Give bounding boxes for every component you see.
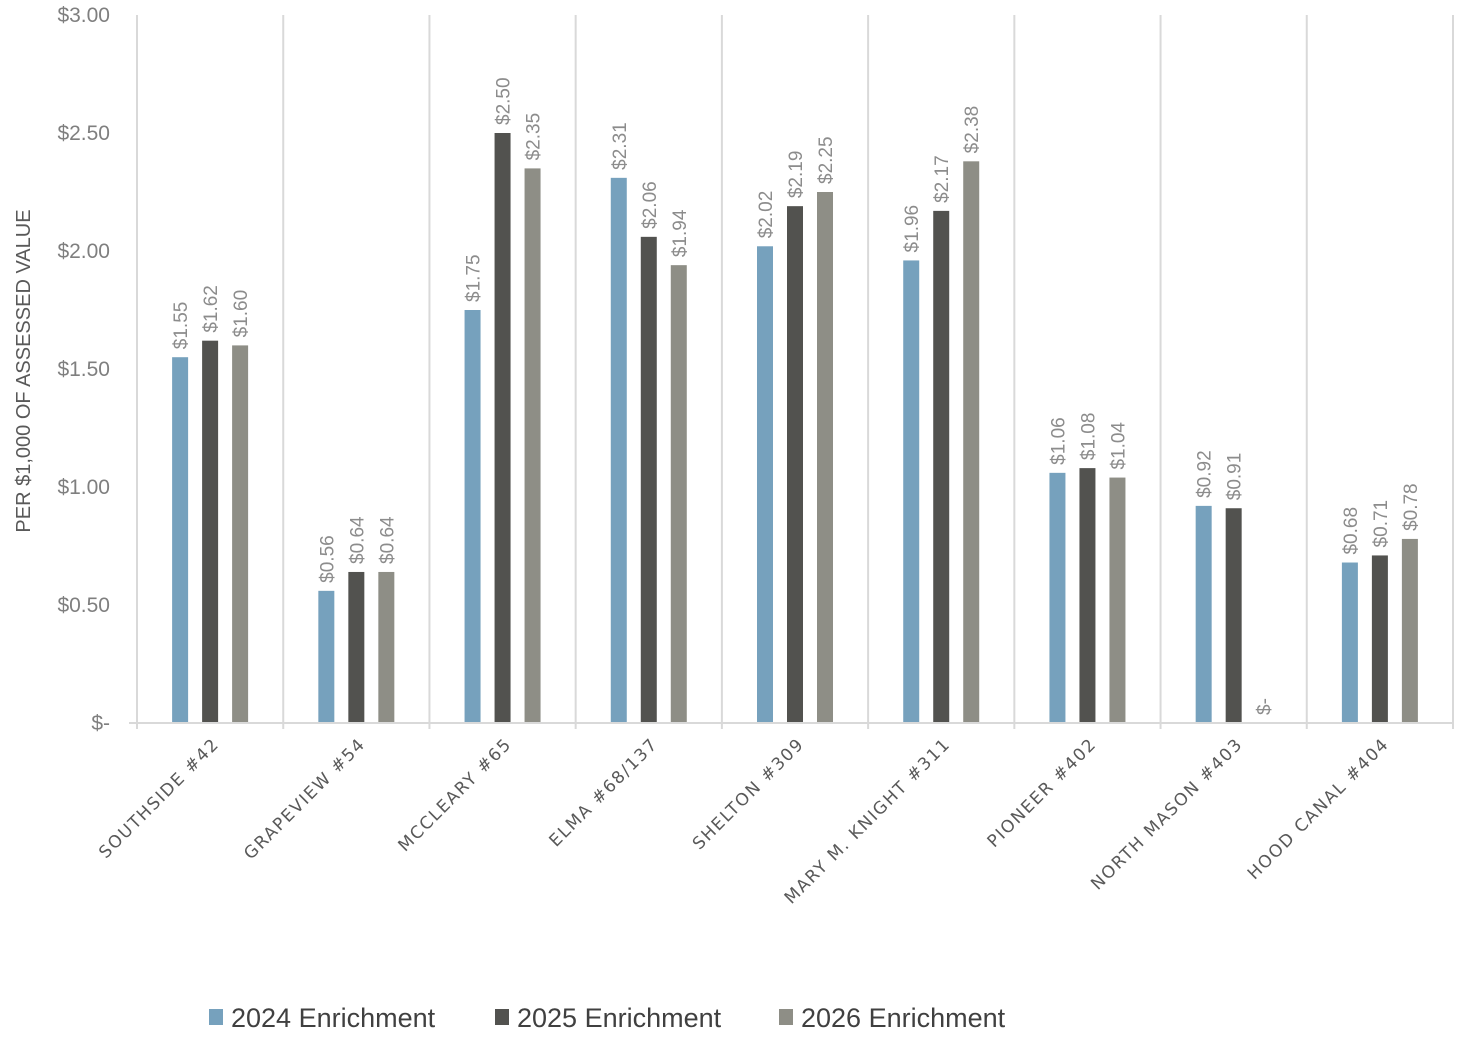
category-label: GRAPEVIEW #54 [240, 734, 370, 864]
data-label: $1.08 [1078, 413, 1099, 461]
y-tick-label: $- [91, 712, 110, 735]
bar [787, 206, 803, 723]
data-label: $0.78 [1401, 483, 1422, 531]
legend-swatch [779, 1009, 793, 1025]
legend-label: 2025 Enrichment [517, 1003, 722, 1033]
bar [1109, 477, 1126, 723]
bar [757, 246, 773, 723]
data-label: $2.50 [494, 77, 515, 125]
category-label: SOUTHSIDE #42 [95, 734, 223, 862]
category-label: HOOD CANAL #404 [1244, 734, 1394, 884]
legend-label: 2026 Enrichment [801, 1003, 1006, 1033]
data-label: $0.92 [1195, 450, 1216, 498]
bar [640, 236, 657, 723]
bar [202, 340, 219, 723]
bar [524, 168, 541, 723]
bar [494, 133, 511, 723]
data-label: $0.91 [1225, 453, 1246, 501]
bar [933, 210, 950, 723]
data-label: $0.71 [1371, 500, 1392, 548]
bar [1079, 468, 1096, 723]
y-tick-label: $2.50 [57, 122, 110, 145]
data-label: $0.68 [1341, 507, 1362, 555]
data-label: $1.04 [1108, 422, 1129, 470]
data-label: $2.25 [816, 136, 837, 184]
data-label: $1.75 [464, 254, 485, 302]
data-label: $1.06 [1048, 417, 1069, 465]
bar [1195, 505, 1212, 723]
bar [1341, 562, 1358, 723]
data-label: $1.55 [171, 302, 192, 350]
data-label: $2.35 [524, 113, 545, 161]
data-label: $1.94 [670, 209, 691, 257]
data-label: $0.64 [377, 516, 398, 564]
data-label: $0.64 [347, 516, 368, 564]
bar [1401, 538, 1418, 723]
bar [1371, 555, 1388, 723]
legend-label: 2024 Enrichment [231, 1003, 436, 1033]
data-label: $1.62 [201, 285, 222, 333]
bar [348, 571, 365, 723]
data-label: $1.96 [902, 205, 923, 253]
bar [817, 192, 833, 723]
data-label: $2.02 [756, 191, 777, 239]
y-tick-label: $1.00 [57, 476, 110, 499]
data-label: $2.31 [610, 122, 631, 170]
bar [378, 571, 395, 723]
bar [1049, 472, 1066, 723]
bar [610, 177, 627, 724]
category-label: PIONEER #402 [984, 734, 1101, 851]
bar [903, 260, 920, 723]
bar [172, 357, 189, 723]
data-label: $2.17 [932, 155, 953, 203]
data-label: $2.38 [962, 106, 983, 154]
y-tick-label: $1.50 [57, 358, 110, 381]
y-tick-label: $0.50 [57, 594, 110, 617]
data-label: $- [1255, 698, 1276, 715]
bar [318, 590, 335, 723]
data-label: $2.06 [640, 181, 661, 229]
data-label: $1.60 [231, 290, 252, 338]
legend-swatch [495, 1009, 509, 1025]
bar [963, 161, 980, 723]
data-labels: $1.55 $1.62 $1.60 $0.56 $0.64 $0.64 $1.75 $2.50… [171, 77, 1422, 715]
category-label: MARY M. KNIGHT #311 [781, 734, 955, 908]
y-tick-label: $2.00 [57, 240, 110, 263]
legend-swatch [209, 1009, 223, 1025]
bar [464, 310, 481, 723]
y-axis-title: PER $1,000 OF ASSESSED VALUE [13, 209, 35, 532]
category-label: MCCLEARY #65 [395, 734, 517, 856]
legend: 2024 Enrichment 2025 Enrichment 2026 Enric… [209, 1003, 1006, 1033]
category-label: NORTH MASON #403 [1087, 734, 1247, 894]
bar [232, 345, 249, 723]
y-tick-label: $3.00 [57, 4, 110, 27]
category-label: ELMA #68/137 [546, 734, 663, 851]
bars [172, 133, 1418, 724]
bar [1225, 508, 1242, 723]
data-label: $0.56 [317, 535, 338, 583]
gridlines [136, 15, 1454, 729]
category-label: SHELTON #309 [689, 734, 809, 854]
data-label: $2.19 [786, 151, 807, 199]
bar [670, 265, 687, 723]
